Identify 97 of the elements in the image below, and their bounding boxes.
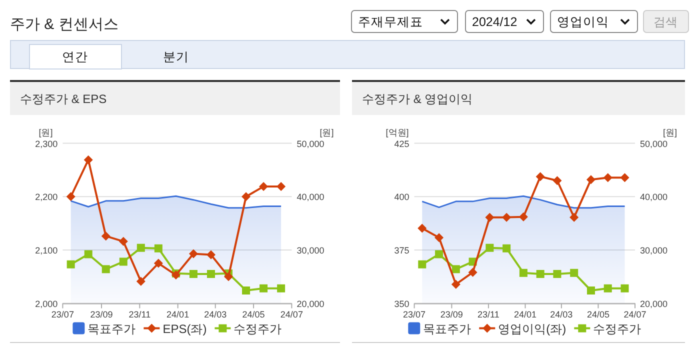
point <box>519 268 528 277</box>
y2-axis-title: [원] <box>320 127 334 138</box>
point <box>84 250 92 258</box>
point <box>452 265 460 274</box>
x-tick-label: 23/11 <box>478 309 500 320</box>
point <box>418 260 426 268</box>
y-tick-label: 2,100 <box>35 245 58 256</box>
point <box>502 244 511 252</box>
y-tick-label: 425 <box>394 138 410 149</box>
chart-title: 수정주가 & 영업이익 <box>362 92 473 106</box>
point <box>485 212 494 222</box>
y2-axis-title: [원] <box>662 127 678 138</box>
control: 2024/12 <box>465 10 544 33</box>
point <box>188 249 198 258</box>
control: 분기 <box>163 50 189 64</box>
point <box>189 270 198 278</box>
point <box>418 224 427 233</box>
x-tick-label: 24/05 <box>586 309 610 320</box>
point <box>603 173 612 182</box>
control: 검색 <box>643 10 689 33</box>
x-tick-label: 24/07 <box>280 309 303 320</box>
point <box>276 182 286 191</box>
y-axis-title: [원] <box>38 127 53 138</box>
x-tick-label: 24/07 <box>624 309 646 320</box>
point <box>242 286 250 294</box>
point <box>435 250 444 258</box>
x-tick-label: 24/03 <box>204 309 227 320</box>
point <box>206 270 215 278</box>
point <box>136 244 145 252</box>
point <box>171 270 180 280</box>
x-tick-label: 24/01 <box>514 309 537 320</box>
point <box>434 233 444 242</box>
point <box>620 173 630 182</box>
point <box>154 258 163 268</box>
y2-tick-label: 50,000 <box>296 138 324 149</box>
control: 영업이익 <box>550 10 638 33</box>
y-axis-title: [억원] <box>386 127 409 138</box>
point <box>118 236 128 246</box>
point <box>66 192 76 202</box>
x-tick-label: 23/11 <box>128 309 151 320</box>
legend-label: 목표주가 <box>88 322 136 336</box>
point <box>536 270 544 278</box>
point <box>502 212 512 222</box>
control: 주재무제표 <box>351 10 458 33</box>
point <box>604 284 612 292</box>
x-tick-label: 23/07 <box>403 309 426 320</box>
legend-label: EPS(좌) <box>162 322 207 336</box>
point <box>119 258 128 266</box>
point <box>570 212 579 222</box>
y2-tick-label: 30,000 <box>640 245 668 256</box>
x-tick-label: 23/09 <box>440 309 463 320</box>
point <box>486 244 494 252</box>
point <box>102 265 110 274</box>
point <box>570 268 578 277</box>
point <box>451 280 460 289</box>
point <box>101 232 110 241</box>
point <box>224 272 234 282</box>
point <box>242 192 251 202</box>
point <box>518 212 528 222</box>
y-tick-label: 375 <box>394 245 410 256</box>
point <box>468 268 478 277</box>
point <box>84 155 93 164</box>
x-tick-label: 23/07 <box>51 309 74 320</box>
y-tick-label: 2,300 <box>35 138 58 149</box>
y-tick-label: 2,000 <box>35 298 58 309</box>
legend-label: 영업이익(좌) <box>498 322 566 336</box>
y2-tick-label: 30,000 <box>296 245 324 256</box>
y-tick-label: 400 <box>394 192 410 202</box>
point <box>536 172 545 182</box>
text: 주가 & 컨센서스 <box>10 16 118 33</box>
point <box>586 286 595 294</box>
legend-label: 목표주가 <box>423 322 472 336</box>
y2-tick-label: 20,000 <box>296 298 324 309</box>
point <box>136 276 146 286</box>
point <box>553 270 562 278</box>
legend-label: 수정주가 <box>234 322 282 336</box>
point <box>260 284 268 292</box>
point <box>66 260 75 268</box>
y2-tick-label: 40,000 <box>296 192 324 202</box>
y-tick-label: 2,200 <box>35 192 58 202</box>
x-tick-label: 24/03 <box>550 309 573 320</box>
point <box>277 284 286 292</box>
control: 연간 <box>29 44 122 70</box>
y2-tick-label: 40,000 <box>640 192 668 202</box>
x-tick-label: 24/05 <box>242 309 265 320</box>
y2-tick-label: 20,000 <box>640 298 668 309</box>
point <box>154 244 162 252</box>
x-tick-label: 23/09 <box>90 309 113 320</box>
y2-tick-label: 50,000 <box>640 138 668 149</box>
y-tick-label: 350 <box>394 298 410 309</box>
point <box>586 175 596 184</box>
point <box>552 176 562 186</box>
x-tick-label: 24/01 <box>166 309 190 320</box>
legend-label: 수정주가 <box>593 322 642 336</box>
point <box>206 250 216 260</box>
point <box>620 284 629 292</box>
chart-title: 수정주가 & EPS <box>20 92 107 106</box>
